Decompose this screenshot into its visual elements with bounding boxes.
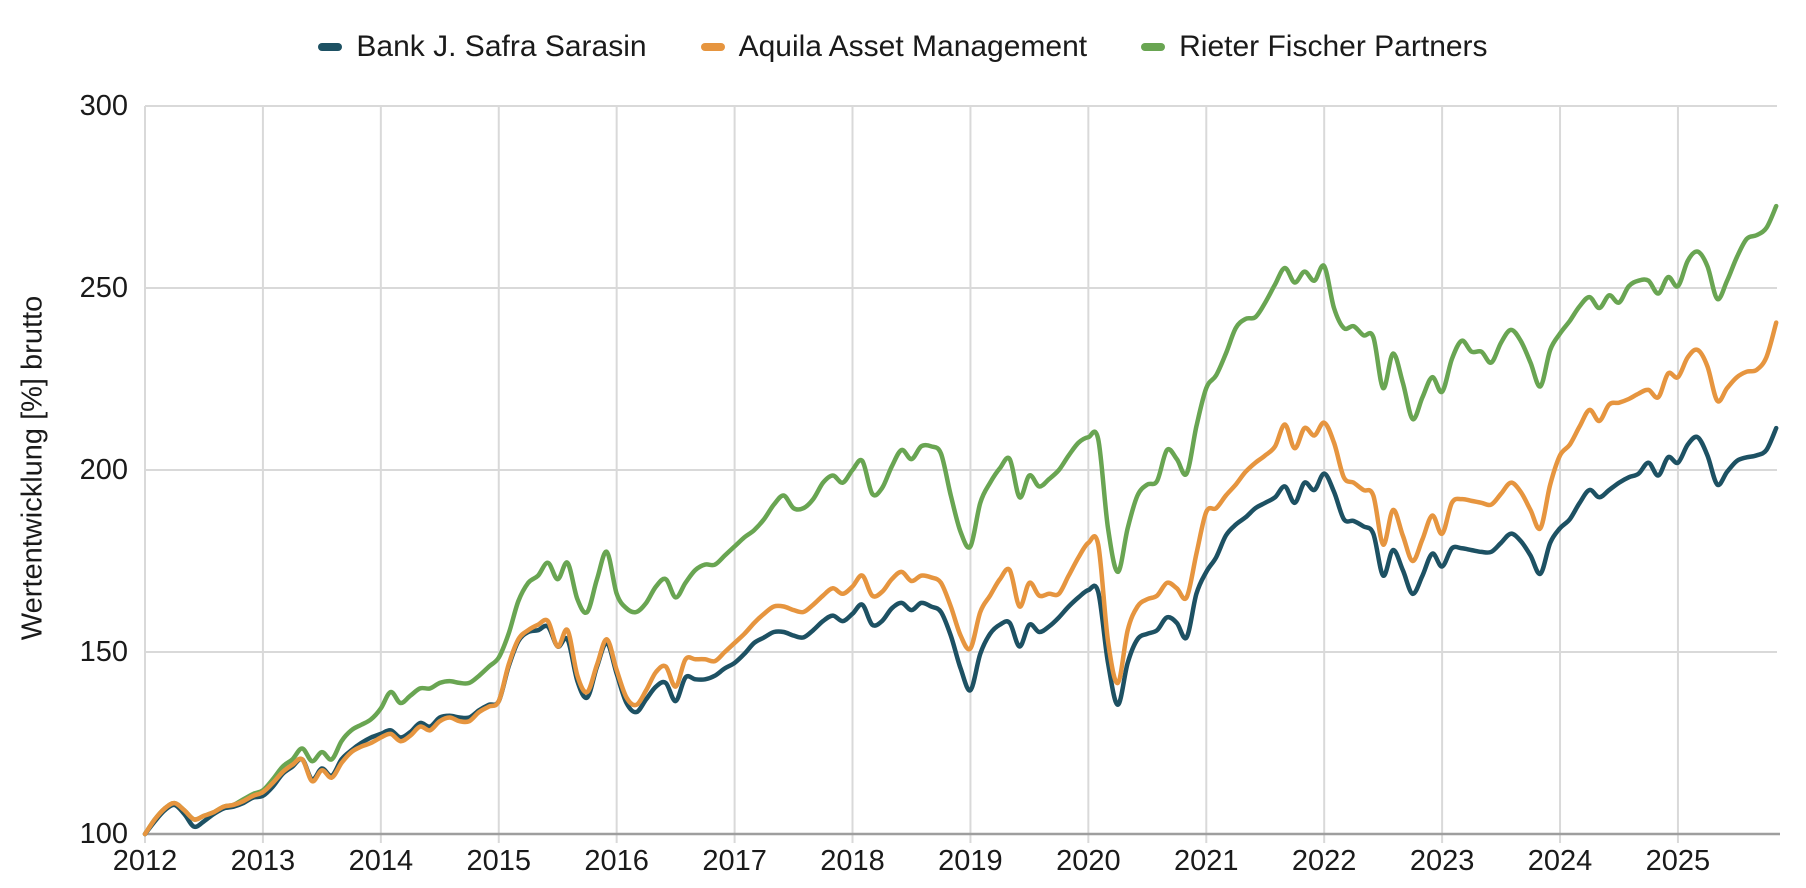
x-tick-label-2024: 2024 [1527,845,1593,877]
x-tick-label-2013: 2013 [230,845,296,877]
x-tick-label-2025: 2025 [1645,845,1711,877]
legend: Bank J. Safra Sarasin Aquila Asset Manag… [0,27,1806,67]
legend-label: Aquila Asset Management [738,30,1088,63]
x-tick-label-2012: 2012 [112,845,178,877]
y-tick-label-100: 100 [79,818,128,850]
y-tick-label-300: 300 [79,90,128,122]
y-tick-label-150: 150 [79,636,128,668]
x-tick-label-2020: 2020 [1056,845,1121,877]
legend-label: Rieter Fischer Partners [1179,30,1488,63]
series-line-bank-j-safra-sarasin [142,425,1779,837]
x-tick-label-2021: 2021 [1174,845,1239,877]
series-line-rieter-fischer-partners [142,203,1779,837]
y-tick-label-250: 250 [79,272,128,304]
series-line-aquila-asset-management [142,320,1779,837]
legend-item-bank-j-safra-sarasin: Bank J. Safra Sarasin [318,27,647,67]
legend-item-rieter-fischer-partners: Rieter Fischer Partners [1141,27,1488,67]
legend-swatch-aquila-asset-management [700,43,725,51]
legend-label: Bank J. Safra Sarasin [356,30,647,63]
legend-swatch-bank-j-safra-sarasin [318,43,343,51]
x-tick-label-2016: 2016 [584,845,649,877]
x-tick-label-2018: 2018 [820,845,885,877]
x-tick-label-2022: 2022 [1291,845,1357,877]
legend-swatch-rieter-fischer-partners [1141,43,1166,51]
x-tick-label-2019: 2019 [938,845,1003,877]
x-tick-label-2017: 2017 [702,845,767,877]
x-tick-label-2015: 2015 [466,845,531,877]
x-tick-label-2023: 2023 [1409,845,1475,877]
legend-item-aquila-asset-management: Aquila Asset Management [700,27,1088,67]
y-tick-label-200: 200 [79,454,128,486]
x-tick-label-2014: 2014 [348,845,414,877]
